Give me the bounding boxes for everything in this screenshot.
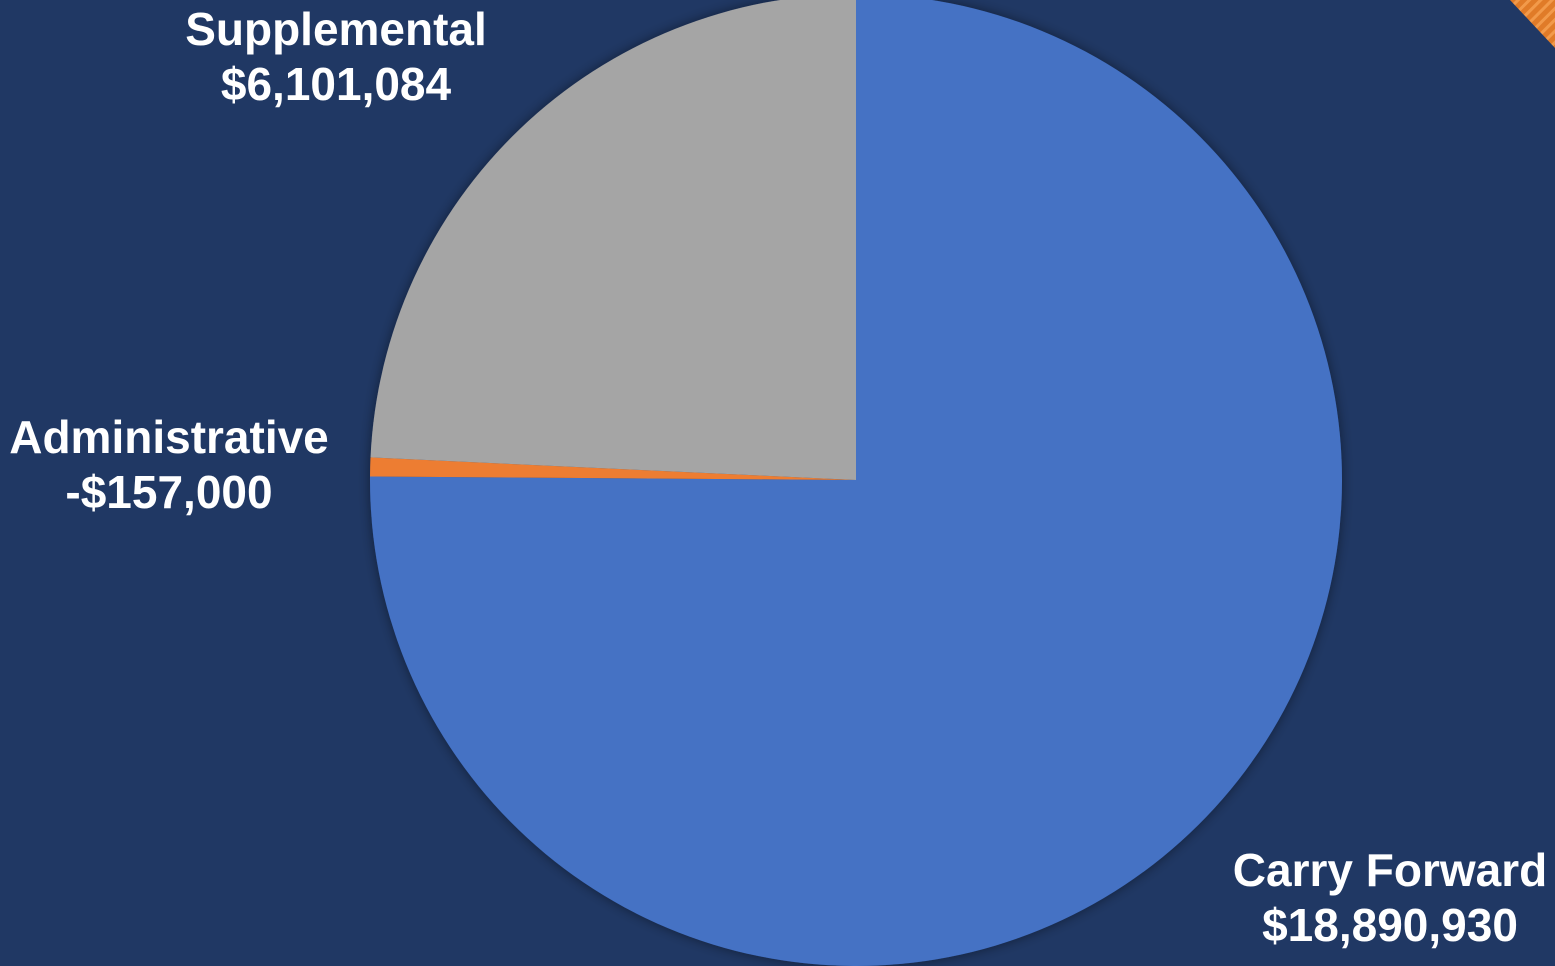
corner-accent-decoration <box>1510 0 1555 48</box>
slice-value-supplemental: $6,101,084 <box>220 58 452 110</box>
data-label-supplemental: Supplemental $6,101,084 <box>176 2 496 112</box>
pie-slice-supplemental <box>370 0 856 480</box>
slice-name-administrative: Administrative <box>9 411 329 463</box>
slice-name-supplemental: Supplemental <box>185 3 487 55</box>
data-label-carry-forward: Carry Forward $18,890,930 <box>1225 843 1555 953</box>
pie-slice-administrative <box>370 457 856 480</box>
slice-value-administrative: -$157,000 <box>65 466 273 518</box>
data-label-administrative: Administrative -$157,000 <box>0 410 338 520</box>
slice-value-carry-forward: $18,890,930 <box>1262 899 1518 951</box>
slice-name-carry-forward: Carry Forward <box>1232 844 1548 896</box>
pie-slice-carry-forward <box>370 0 1342 966</box>
pie-slices <box>370 0 1342 966</box>
